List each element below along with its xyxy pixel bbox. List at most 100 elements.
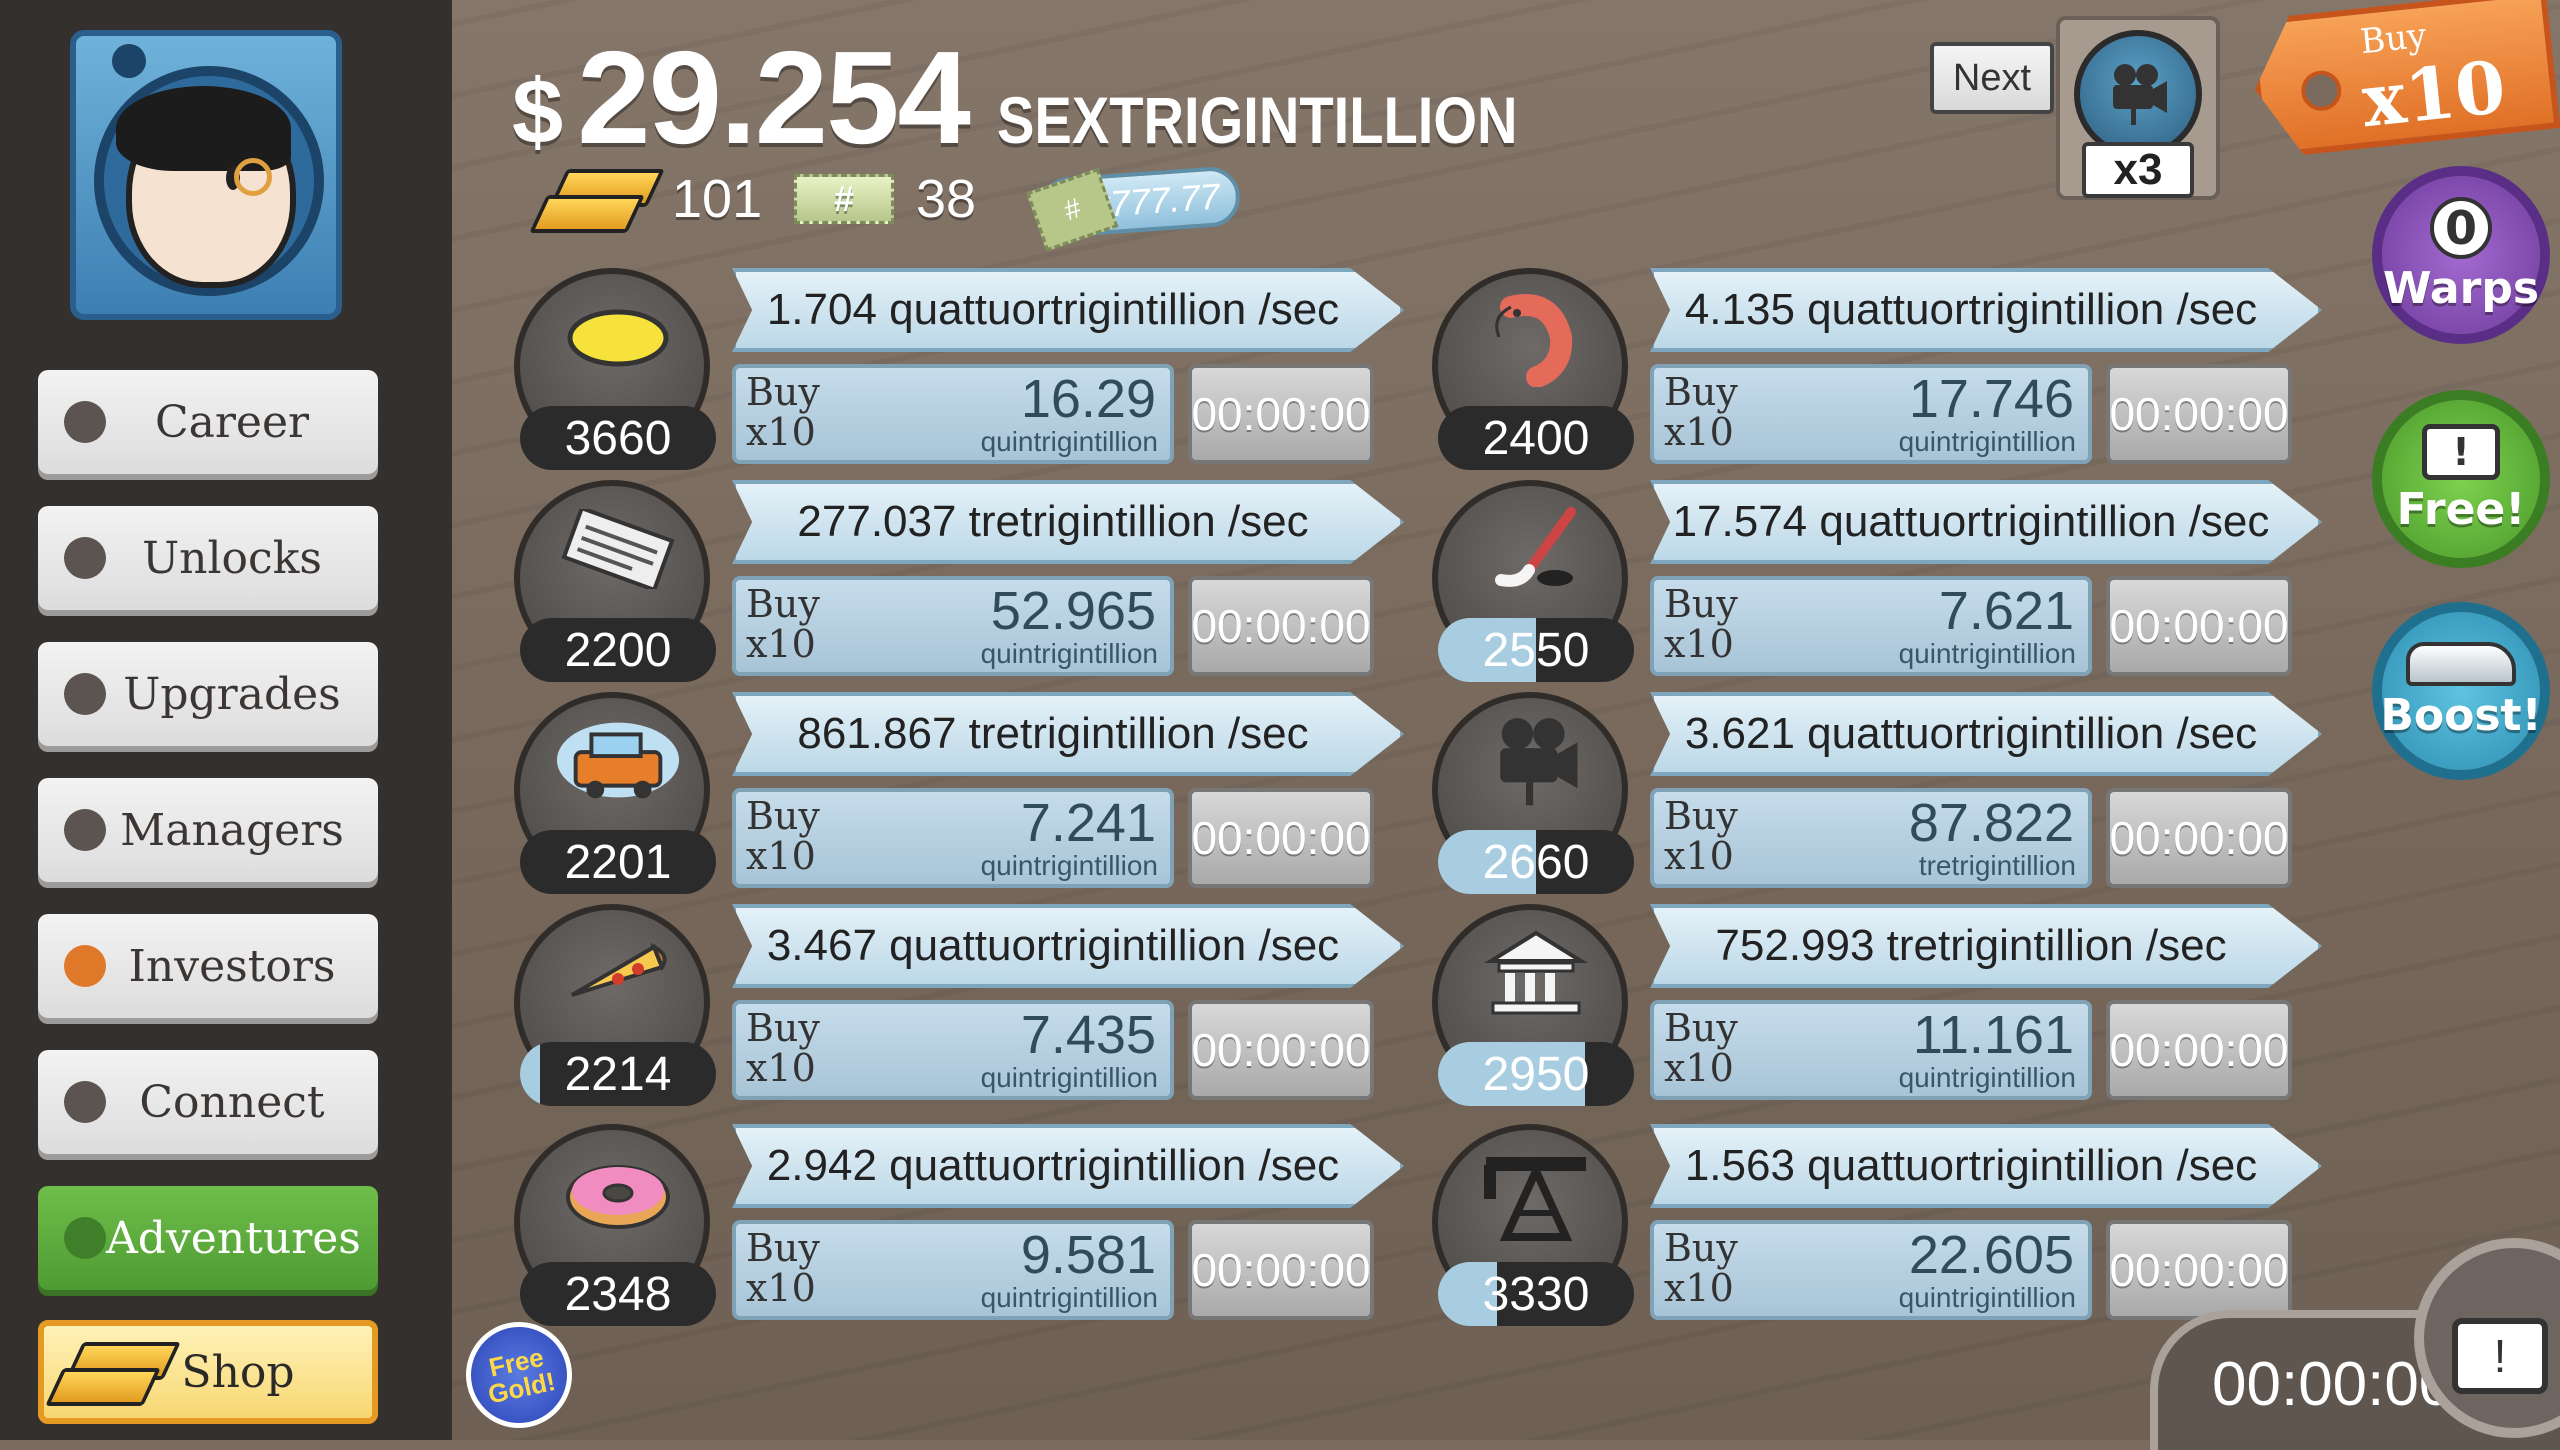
boost-label: Boost!	[2380, 689, 2542, 741]
hockey-icon	[1472, 504, 1600, 594]
business-owned-count: 2550	[1438, 618, 1634, 682]
buy-mode-line2: x10	[2358, 43, 2510, 144]
buy-price: 17.746	[1908, 369, 2074, 429]
nav-investors-button[interactable]: Investors	[38, 914, 378, 1018]
business-buy-button[interactable]: Buy x10 7.621 quintrigintillion	[1650, 576, 2092, 676]
business-timer: 00:00:00	[2106, 788, 2292, 888]
business-collect-button[interactable]: 2200	[514, 480, 716, 682]
nav-managers-button[interactable]: Managers	[38, 778, 378, 882]
business-collect-button[interactable]: 3660	[514, 268, 716, 470]
business-collect-button[interactable]: 2950	[1432, 904, 1634, 1106]
buy-label: Buy x10	[1664, 582, 1738, 666]
business-row: 2214 3.467 quattuortrigintillion /sec Buy x…	[514, 904, 1414, 1106]
business-buy-button[interactable]: Buy x10 87.822 tretrigintillion	[1650, 788, 2092, 888]
buy-label: Buy x10	[746, 1006, 820, 1090]
boost-button[interactable]: Boost!	[2380, 612, 2542, 770]
tv-icon: !	[2422, 423, 2500, 480]
business-buy-button[interactable]: Buy x10 52.965 quintrigintillion	[732, 576, 1174, 676]
tv-ad-icon-glyph: !	[2493, 1330, 2507, 1382]
business-collect-button[interactable]: 3330	[1432, 1124, 1634, 1326]
business-income-rate: 3.621 quattuortrigintillion /sec	[1650, 692, 2322, 776]
business-timer: 00:00:00	[2106, 364, 2292, 464]
business-income-rate-text: 861.867 tretrigintillion /sec	[797, 709, 1309, 758]
business-collect-button[interactable]: 2660	[1432, 692, 1634, 894]
business-owned-count: 2200	[520, 618, 716, 682]
buy-price: 7.621	[1938, 581, 2074, 641]
business-buy-button[interactable]: Buy x10 7.241 quintrigintillion	[732, 788, 1174, 888]
nav-label: Managers	[120, 804, 344, 856]
donut-icon	[554, 1148, 682, 1238]
warps-label: Warps	[2382, 262, 2540, 314]
next-unlock-button[interactable]: Next	[1930, 42, 2054, 114]
gold-bars-icon	[45, 1342, 181, 1406]
business-buy-button[interactable]: Buy x10 7.435 quintrigintillion	[732, 1000, 1174, 1100]
free-button[interactable]: ! Free!	[2382, 400, 2540, 558]
business-collect-button[interactable]: 2400	[1432, 268, 1634, 470]
nav-label: Upgrades	[123, 668, 341, 720]
business-timer: 00:00:00	[2106, 576, 2292, 676]
oil-rig-icon	[1472, 1148, 1600, 1241]
business-timer: 00:00:00	[1188, 576, 1374, 676]
business-collect-button[interactable]: 2201	[514, 692, 716, 894]
buy-price-unit: quintrigintillion	[980, 1062, 1158, 1093]
business-income-rate-text: 1.704 quattuortrigintillion /sec	[766, 285, 1340, 334]
nav-unlocks-button[interactable]: Unlocks	[38, 506, 378, 610]
movie-camera-icon	[2074, 30, 2202, 158]
business-buy-button[interactable]: Buy x10 22.605 quintrigintillion	[1650, 1220, 2092, 1320]
business-row: 2660 3.621 quattuortrigintillion /sec Buy x…	[1432, 692, 2332, 894]
business-timer: 00:00:00	[1188, 788, 1374, 888]
business-owned-count-text: 2400	[1482, 411, 1590, 465]
business-income-rate-text: 17.574 quattuortrigintillion /sec	[1672, 497, 2270, 546]
business-owned-count: 2214	[520, 1042, 716, 1106]
nav-connect-button[interactable]: Connect	[38, 1050, 378, 1154]
buy-label: Buy x10	[746, 794, 820, 878]
business-owned-count-text: 3660	[564, 411, 672, 465]
player-avatar[interactable]	[70, 30, 342, 320]
buy-price-unit: quintrigintillion	[1898, 426, 2076, 457]
shrimp-icon	[1472, 292, 1600, 387]
business-row: 3660 1.704 quattuortrigintillion /sec Buy x…	[514, 268, 1414, 470]
business-collect-button[interactable]: 2348	[514, 1124, 716, 1326]
nav-indicator-dot	[64, 809, 106, 851]
warps-button[interactable]: 0 Warps	[2382, 176, 2540, 334]
nav-label: Shop	[181, 1346, 295, 1398]
business-owned-count: 2400	[1438, 406, 1634, 470]
lemon-icon	[554, 292, 682, 382]
gold-count: 101	[672, 169, 763, 229]
business-owned-count-text: 2348	[564, 1267, 672, 1321]
buy-label: Buy x10	[1664, 1006, 1738, 1090]
next-unlock-card[interactable]: x3	[2056, 16, 2220, 200]
buy-label: Buy x10	[746, 582, 820, 666]
nav-adventures-button[interactable]: Adventures	[38, 1186, 378, 1290]
business-progress-fill	[1438, 830, 1536, 894]
nav-indicator-dot	[64, 673, 106, 715]
monocle-shape	[234, 158, 272, 196]
business-buy-button[interactable]: Buy x10 17.746 quintrigintillion	[1650, 364, 2092, 464]
business-timer: 00:00:00	[2106, 1000, 2292, 1100]
nav-label: Career	[154, 396, 310, 448]
business-owned-count: 2201	[520, 830, 716, 894]
business-owned-count-text: 3330	[1482, 1267, 1590, 1321]
tv-ad-icon[interactable]: !	[2452, 1318, 2548, 1394]
nav-label: Investors	[128, 940, 336, 992]
nav-label: Adventures	[106, 1212, 361, 1264]
business-progress-fill	[1438, 618, 1536, 682]
nav-upgrades-button[interactable]: Upgrades	[38, 642, 378, 746]
business-buy-button[interactable]: Buy x10 9.581 quintrigintillion	[732, 1220, 1174, 1320]
nav-shop-button[interactable]: Shop	[38, 1320, 378, 1424]
business-row: 2201 861.867 tretrigintillion /sec Buy x10 7…	[514, 692, 1414, 894]
business-buy-button[interactable]: Buy x10 11.161 quintrigintillion	[1650, 1000, 2092, 1100]
buy-price-unit: quintrigintillion	[1898, 638, 2076, 669]
car-icon	[2406, 641, 2516, 686]
business-collect-button[interactable]: 2214	[514, 904, 716, 1106]
business-timer: 00:00:00	[1188, 1220, 1374, 1320]
angel-investor-icon: #	[794, 174, 894, 224]
business-progress-fill	[520, 1042, 540, 1106]
business-owned-count-text: 2200	[564, 623, 672, 677]
business-buy-button[interactable]: Buy x10 16.29 quintrigintillion	[732, 364, 1174, 464]
business-collect-button[interactable]: 2550	[1432, 480, 1634, 682]
business-income-rate-text: 2.942 quattuortrigintillion /sec	[766, 1141, 1340, 1190]
nav-career-button[interactable]: Career	[38, 370, 378, 474]
business-income-rate-text: 3.621 quattuortrigintillion /sec	[1684, 709, 2258, 758]
antenna-shape	[112, 44, 146, 78]
